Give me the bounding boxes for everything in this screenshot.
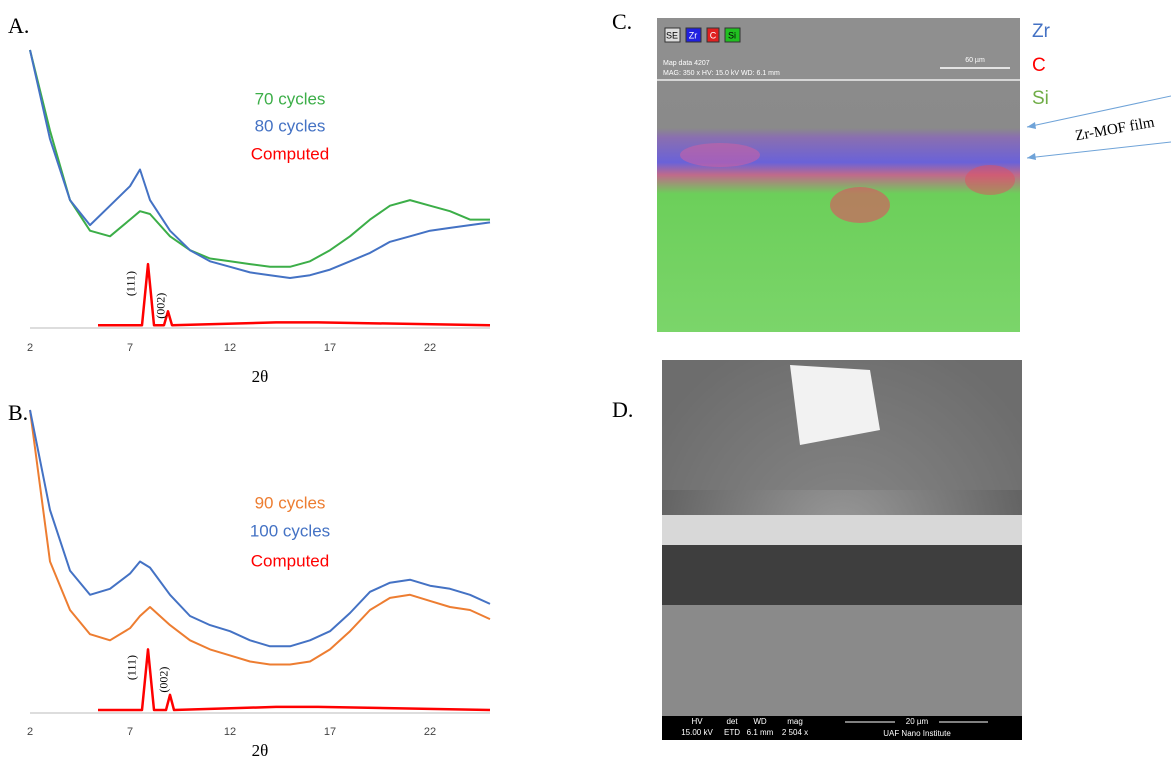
info-value: 6.1 mm	[747, 728, 774, 737]
x-tick-label: 12	[224, 726, 236, 738]
carbon-spot	[965, 165, 1015, 195]
film-annotation: Zr-MOF film	[1074, 115, 1156, 145]
series-line	[29, 409, 491, 666]
sem-film-edge	[662, 545, 1022, 605]
legend-label: Computed	[251, 551, 329, 570]
panel-label: A.	[8, 13, 29, 38]
toolbar-box	[685, 27, 702, 43]
panel-label: C.	[612, 9, 632, 34]
peak-annotation: (111)	[124, 271, 138, 296]
scale-bar-label: 20 µm	[906, 717, 929, 726]
info-header: det	[726, 717, 738, 726]
series-line	[98, 262, 491, 327]
carbon-spot	[830, 187, 890, 223]
map-info: Map data 4207	[663, 60, 710, 67]
x-tick-label: 17	[324, 726, 336, 738]
sem-film-top	[662, 515, 1022, 545]
legend-label: 100 cycles	[250, 521, 330, 540]
x-tick-label: 2	[27, 726, 33, 738]
toolbar-box	[724, 27, 741, 43]
panel-c: C. SE Zr C Si Map data 4207 MAG: 350 x H…	[612, 9, 1171, 332]
sem-bright-particle	[790, 365, 880, 445]
toolbar-label: Si	[728, 30, 736, 40]
legend-label: Zr	[1032, 21, 1051, 42]
toolbar-label: SE	[666, 30, 678, 40]
arrow-head	[1027, 122, 1036, 129]
info-value: ETD	[724, 728, 740, 737]
legend-label: Si	[1032, 88, 1049, 109]
info-header: WD	[753, 717, 767, 726]
legend-label: 80 cycles	[255, 116, 326, 135]
x-axis-label: 2θ	[252, 367, 269, 386]
panel-label: B.	[8, 400, 28, 425]
series-line	[29, 49, 490, 268]
info-bar	[662, 716, 1022, 740]
toolbar-label: C	[710, 30, 717, 40]
series-line	[29, 49, 491, 279]
toolbar-box	[706, 27, 720, 43]
legend-label: C	[1032, 55, 1046, 76]
info-value: 2 504 x	[782, 728, 808, 737]
carbon-spot	[680, 143, 760, 167]
arrow	[1026, 95, 1171, 128]
scale-bar-label: 60 µm	[965, 57, 985, 64]
x-tick-label: 7	[127, 342, 133, 354]
x-tick-label: 12	[224, 342, 236, 354]
info-header: mag	[787, 717, 803, 726]
scale-bar-gap	[895, 717, 939, 727]
peak-annotation: (002)	[157, 667, 171, 693]
info-header: HV	[691, 717, 703, 726]
sem-substrate	[662, 605, 1022, 716]
toolbar-box	[664, 27, 681, 43]
toolbar-label: Zr	[689, 30, 698, 40]
institute: UAF Nano Institute	[883, 729, 951, 738]
x-axis-label: 2θ	[252, 741, 269, 760]
legend-label: 70 cycles	[255, 89, 326, 108]
panel-label: D.	[612, 397, 633, 422]
panel-d: D. HV det WD mag 15.00 kV ETD 6.1 mm 2 5…	[612, 360, 1022, 740]
legend-label: Computed	[251, 144, 329, 163]
arrow-head	[1027, 153, 1036, 160]
peak-annotation: (111)	[125, 655, 139, 680]
peak-annotation: (002)	[154, 293, 168, 319]
acquisition: MAG: 350 x HV: 15.0 kV WD: 6.1 mm	[663, 70, 780, 77]
series-line	[29, 409, 491, 648]
arrow	[1026, 141, 1171, 159]
x-tick-label: 2	[27, 342, 33, 354]
info-value: 15.00 kV	[681, 728, 713, 737]
x-tick-label: 22	[424, 726, 436, 738]
legend-label: 90 cycles	[255, 493, 326, 512]
series-line	[98, 648, 491, 712]
x-tick-label: 22	[424, 342, 436, 354]
x-tick-label: 17	[324, 342, 336, 354]
x-tick-label: 7	[127, 726, 133, 738]
